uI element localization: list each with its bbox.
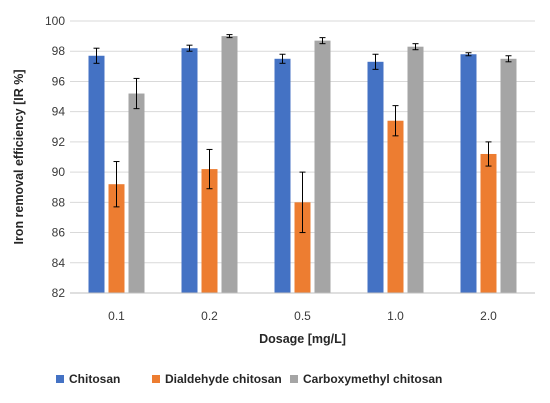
bar-dialdehyde-chitosan: [108, 184, 125, 293]
x-axis-ticks: 0.1 0.2 0.5 1.0 2.0: [108, 309, 497, 323]
error-bar: [186, 44, 193, 52]
x-tick-label: 1.0: [387, 309, 404, 323]
bar-chitosan: [274, 58, 291, 294]
error-bar: [133, 77, 140, 110]
bar-chitosan: [181, 48, 198, 294]
error-bar: [372, 53, 379, 70]
bar-carboxymethyl-chitosan: [407, 46, 424, 293]
error-bar: [299, 171, 306, 234]
legend-label: Chitosan: [69, 372, 120, 386]
y-axis-title: Iron removal efficiency [IR %]: [12, 69, 26, 244]
y-tick-label: 94: [52, 105, 66, 119]
bar-chitosan: [460, 54, 477, 293]
legend-label: Dialdehyde chitosan: [165, 372, 282, 386]
x-axis-title: Dosage [mg/L]: [259, 332, 346, 346]
x-tick-label: 0.1: [108, 309, 125, 323]
y-tick-label: 90: [52, 165, 66, 179]
error-bar: [279, 53, 286, 64]
bar-dialdehyde-chitosan: [201, 169, 218, 293]
bar-carboxymethyl-chitosan: [128, 93, 145, 294]
bar-carboxymethyl-chitosan: [500, 58, 517, 294]
bar-chitosan: [367, 61, 384, 293]
y-tick-label: 92: [52, 135, 66, 149]
y-tick-label: 98: [52, 44, 66, 58]
y-tick-label: 96: [52, 74, 66, 88]
error-bar: [485, 141, 492, 167]
error-bar: [226, 34, 233, 39]
legend-swatch: [56, 375, 64, 383]
y-tick-label: 84: [52, 256, 66, 270]
x-tick-label: 0.5: [294, 309, 311, 323]
legend-swatch: [290, 375, 298, 383]
bar-dialdehyde-chitosan: [387, 120, 404, 293]
bar-dialdehyde-chitosan: [480, 153, 497, 293]
error-bar: [206, 148, 213, 190]
legend-swatch: [152, 375, 160, 383]
bars: [88, 34, 517, 294]
y-tick-label: 100: [45, 14, 65, 28]
bar-carboxymethyl-chitosan: [221, 36, 238, 293]
error-bar: [412, 43, 419, 51]
x-tick-label: 0.2: [201, 309, 218, 323]
error-bar: [392, 105, 399, 137]
bar-dialdehyde-chitosan: [294, 202, 311, 293]
y-axis-ticks: 82 84 86 88 90 92 94 96 98 100: [45, 14, 65, 300]
error-bar: [93, 47, 100, 64]
y-tick-label: 86: [52, 226, 66, 240]
bar-chitosan: [88, 55, 105, 293]
legend: Chitosan Dialdehyde chitosan Carboxymethyl…: [56, 372, 442, 386]
error-bar: [505, 55, 512, 63]
error-bar: [319, 37, 326, 45]
gridlines: [70, 20, 535, 264]
legend-label: Carboxymethyl chitosan: [303, 372, 442, 386]
error-bar: [113, 161, 120, 208]
y-tick-label: 82: [52, 286, 66, 300]
y-tick-label: 88: [52, 195, 66, 209]
bar-carboxymethyl-chitosan: [314, 40, 331, 294]
x-tick-label: 2.0: [480, 309, 497, 323]
error-bar: [465, 52, 472, 57]
